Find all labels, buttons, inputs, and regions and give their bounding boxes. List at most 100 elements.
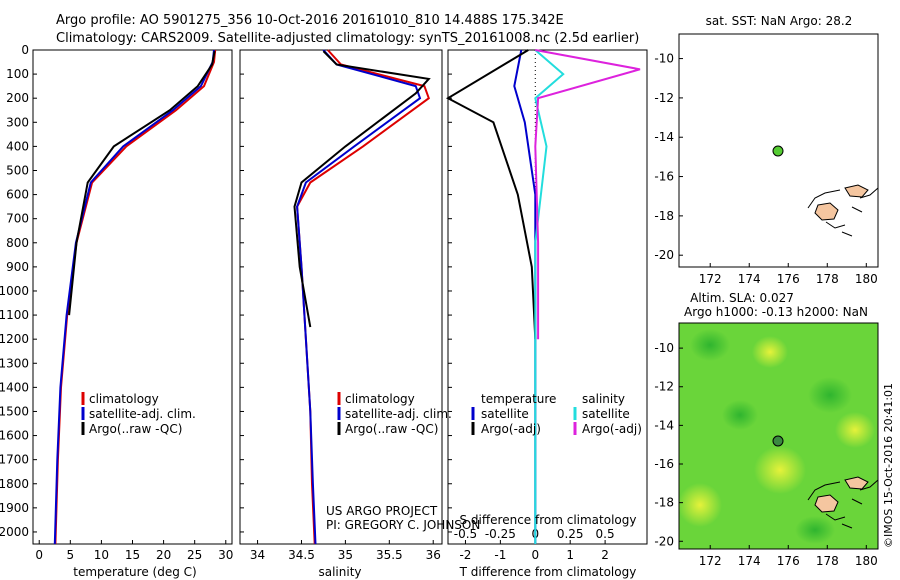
depth-tick-label: 0 [21,43,29,57]
land-fiji-top [814,184,869,221]
map-lat-label: -18 [654,496,674,510]
legend-sal-argo-label: Argo(-adj) [582,422,642,436]
bottom-map-title1: Altim. SLA: 0.027 [690,291,794,305]
x-tick-label: -1 [494,548,506,562]
depth-tick-label: 1100 [0,308,29,322]
x-tick-label: -2 [459,548,471,562]
legend-temp-satellite-label: satellite [481,407,529,421]
salinity-axis-label: salinity [318,565,361,579]
depth-tick-label: 1300 [0,356,29,370]
legend-climatology-label: climatology [345,392,415,406]
bottom-map-ticks: 172 174 176 178 180 -10 -12 -14 -16 -18 -20 [654,341,877,568]
depth-tick-label: 200 [6,91,29,105]
x-tick-label: 35.5 [376,548,403,562]
map-lon-label: 172 [699,554,722,568]
temperature-axis-label: temperature (deg C) [73,565,196,579]
sla-low-patch [722,400,758,430]
legend-temp-argo-label: Argo(-adj) [481,422,541,436]
bottom-map-title2: Argo h1000: -0.13 h2000: NaN [684,305,868,319]
x-tick-label: 10 [94,548,109,562]
header-line2: Climatology: CARS2009. Satellite-adjuste… [56,31,639,46]
depth-tick-label: 100 [6,67,29,81]
x2-tick-label: 0.25 [557,527,584,541]
x2-tick-label: 0.5 [596,527,615,541]
legend-argo-label: Argo(..raw -QC) [345,422,438,436]
map-lat-label: -16 [654,170,674,184]
legend-satellite-label: satellite-adj. clim. [345,407,452,421]
series-line-satellite-adj-clim [296,49,422,545]
series-line-temperature-satellite [513,49,537,544]
x-tick-label: 5 [66,548,74,562]
project-note-line2: PI: GREGORY C. JOHNSON [326,518,480,532]
top-map: 172 174 176 178 180 -10 -12 -14 -16 -18 -20 [654,33,879,286]
map-lon-label: 176 [777,272,800,286]
map-lat-label: -20 [654,534,674,548]
x-tick-label: 34 [250,548,265,562]
x-tick-label: 0 [531,548,539,562]
series-line-salinity-satellite [534,49,565,544]
s-difference-axis-label: S difference from climatology [460,513,637,527]
legend-argo-label: Argo(..raw -QC) [89,422,182,436]
depth-tick-label: 1900 [0,501,29,515]
map-lat-label: -20 [654,248,674,262]
series-line-argo-raw-qc [293,50,431,328]
sla-high-patch [835,412,875,448]
series-line-salinity-argo-adj [534,49,641,340]
x2-tick-label: -0.25 [485,527,516,541]
x-tick-label: 30 [218,548,233,562]
x-tick-label: 20 [156,548,171,562]
map-lon-label: 174 [738,272,761,286]
map-lat-label: -12 [654,380,674,394]
depth-tick-label: 1600 [0,429,29,443]
x-tick-label: 36 [426,548,441,562]
depth-tick-label: 400 [6,139,29,153]
coastline-bottom [807,479,879,529]
bottom-map: 172 174 176 178 180 -10 -12 -14 -16 -18 -20 [654,322,879,568]
land-fiji-bottom [814,476,869,513]
series-line-temperature-argo-adj [445,49,537,340]
x-tick-label: 0 [35,548,43,562]
difference-legend: temperature satellite Argo(-adj) salinit… [471,392,642,436]
difference-panel-frame [447,49,648,545]
series-line-satellite-adj-clim [53,49,215,545]
sla-low-patch [795,516,835,544]
x-tick-label: 2 [601,548,609,562]
t-difference-axis-label: T difference from climatology [459,565,637,579]
depth-tick-label: 900 [6,260,29,274]
map-lat-label: -14 [654,130,674,144]
x-tick-label: 35 [338,548,353,562]
argo-float-marker-top [772,145,784,157]
x-tick-label: 15 [125,548,140,562]
legend-climatology-label: climatology [89,392,159,406]
depth-tick-label: 1700 [0,453,29,467]
sla-low-patch [808,377,852,413]
sla-high-patch [752,336,788,368]
x-tick-label: 25 [187,548,202,562]
top-map-ticks: 172 174 176 178 180 -10 -12 -14 -16 -18 -20 [654,52,877,286]
map-lat-label: -14 [654,418,674,432]
salinity-legend: climatology satellite-adj. clim. Argo(..… [337,392,452,436]
series-line-climatology [296,49,430,545]
x-tick-label: 1 [566,548,574,562]
legend-temperature-title: temperature [481,392,556,406]
temperature-plot: 0 5 10 15 20 25 30 [35,49,233,562]
map-lon-label: 178 [816,272,839,286]
map-lon-label: 176 [777,554,800,568]
depth-tick-label: 300 [6,115,29,129]
x-tick-label: 34.5 [288,548,315,562]
temperature-panel-frame [32,49,233,545]
series-line-climatology [54,49,217,545]
map-lon-label: 172 [699,272,722,286]
map-lat-label: -12 [654,91,674,105]
top-map-title: sat. SST: NaN Argo: 28.2 [706,14,853,28]
map-lon-label: 174 [738,554,761,568]
map-lat-label: -16 [654,457,674,471]
map-lon-label: 180 [855,554,878,568]
depth-tick-label: 500 [6,163,29,177]
depth-tick-label: 1500 [0,404,29,418]
depth-tick-label: 800 [6,236,29,250]
map-lat-label: -18 [654,209,674,223]
legend-sal-satellite-label: satellite [582,407,630,421]
